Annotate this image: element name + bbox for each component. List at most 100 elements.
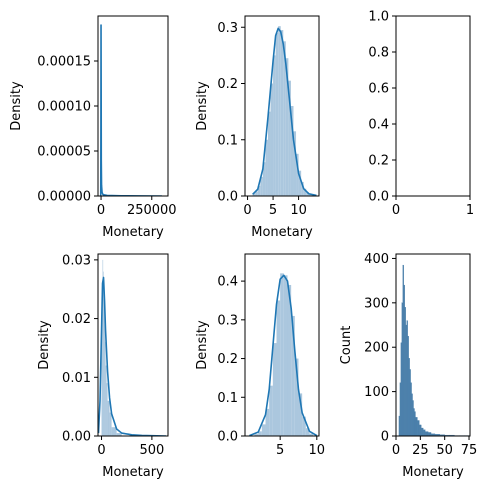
histogram-bar [298, 170, 302, 196]
axes-frame [244, 15, 320, 197]
histogram-bar [269, 385, 273, 436]
histogram-bar [111, 427, 117, 436]
histogram-bar [252, 193, 256, 196]
histogram-bar [105, 365, 107, 436]
histogram-bar [103, 289, 105, 436]
histogram-bar [255, 191, 258, 196]
histogram-bar [104, 324, 106, 436]
y-tick-label: 0.00015 [37, 55, 91, 70]
histogram-bar [265, 139, 268, 196]
y-tick-label: 400 [364, 252, 389, 267]
x-tick-label: 50 [436, 443, 453, 458]
histogram-bar [257, 185, 261, 196]
kde-line [99, 24, 162, 196]
histogram-bar [270, 83, 274, 196]
histogram-bar [260, 176, 263, 196]
histogram-bar [272, 343, 277, 436]
histogram-bar [265, 408, 270, 436]
y-tick-label: 0.8 [368, 46, 389, 61]
axes-frame [395, 253, 471, 437]
y-tick-label: 0.2 [217, 77, 238, 92]
plot-area [252, 26, 317, 196]
histogram-bar [293, 131, 297, 196]
axes-frame [244, 253, 320, 437]
histogram-bar [301, 181, 304, 196]
histogram-bar [261, 424, 266, 436]
histogram-bar [275, 32, 279, 196]
histogram-bar [116, 433, 122, 436]
kde-line [249, 274, 318, 436]
histogram-bar [287, 284, 292, 436]
histogram-bar [103, 271, 104, 436]
y-tick-label: 1.0 [368, 10, 389, 25]
histogram-bar [423, 429, 426, 436]
y-tick-label: 0.00005 [37, 145, 91, 160]
y-tick-label: 0.4 [217, 275, 238, 290]
subplot-5: 5 10 0.0 0.1 0.2 0.3 0.4 Density [195, 253, 325, 458]
histogram-bar [105, 342, 106, 436]
plot-area [249, 273, 318, 436]
subplot-3: 0 1 0.0 0.2 0.4 0.6 0.8 1.0 [368, 10, 474, 219]
y-tick-label: 0.1 [217, 133, 238, 148]
x-tick-label: 1 [466, 203, 474, 218]
y-tick-label: 0.3 [217, 313, 238, 328]
histogram-bar [303, 188, 307, 196]
y-axis-label: Count [339, 326, 354, 365]
x-tick-label: 0 [392, 443, 400, 458]
x-tick-label: 0 [392, 203, 400, 218]
histogram-bar [296, 153, 299, 196]
histogram-bar [311, 194, 314, 196]
y-tick-label: 0.3 [217, 21, 238, 36]
histogram-bar [309, 433, 314, 436]
y-tick-label: 0 [381, 430, 389, 445]
histogram-bar [294, 358, 299, 436]
x-tick-label: 0 [243, 203, 251, 218]
histogram-bar [427, 432, 432, 436]
y-tick-label: 0.6 [368, 82, 389, 97]
y-axis-label: Density [195, 320, 210, 370]
histogram-bar [267, 111, 271, 196]
histogram-bar [415, 417, 418, 436]
histogram-bar [305, 428, 310, 436]
y-tick-label: 0.1 [217, 391, 238, 406]
histogram-bar [417, 420, 420, 436]
x-tick-label: 5 [276, 443, 284, 458]
histogram-bar [288, 80, 291, 196]
histogram-bar [273, 55, 276, 196]
histogram-bar [283, 275, 288, 436]
y-tick-label: 0.00 [62, 430, 91, 445]
histogram-bar [101, 347, 103, 436]
histogram-bar [421, 427, 424, 436]
histogram-bar [258, 431, 262, 436]
y-tick-label: 0.0 [217, 430, 238, 445]
x-tick-label: 500 [139, 443, 164, 458]
axes-frame [395, 15, 471, 197]
histogram-bar [278, 26, 281, 196]
x-tick-label: 10 [290, 203, 307, 218]
y-axis-label: Density [195, 81, 210, 131]
histogram-bar [285, 58, 289, 196]
y-axis-label: Density [37, 320, 52, 370]
x-tick-label: 0 [97, 203, 105, 218]
plot-area [398, 264, 470, 436]
plot-area [99, 24, 162, 196]
histogram-bar [102, 259, 104, 436]
x-tick-label: 75 [461, 443, 478, 458]
histogram-bar [283, 41, 286, 196]
kde-line [98, 276, 167, 436]
x-axis-label: Monetary [402, 465, 464, 480]
histogram-bar [302, 416, 306, 436]
histogram-bar [308, 194, 312, 196]
x-tick-label: 250000 [127, 203, 177, 218]
histogram-bar [291, 315, 295, 436]
histogram-bar [109, 412, 112, 436]
x-tick-label: 25 [412, 443, 429, 458]
y-tick-label: 300 [364, 296, 389, 311]
y-tick-label: 200 [364, 341, 389, 356]
subplot-4: 0 500 0.00 0.01 0.02 0.03 Monetary Density [37, 253, 169, 480]
histogram-bar [419, 424, 422, 436]
histogram-bar [280, 30, 284, 196]
histogram-bar [106, 383, 108, 436]
histogram-bar [280, 273, 284, 436]
y-tick-label: 0.0 [217, 190, 238, 205]
